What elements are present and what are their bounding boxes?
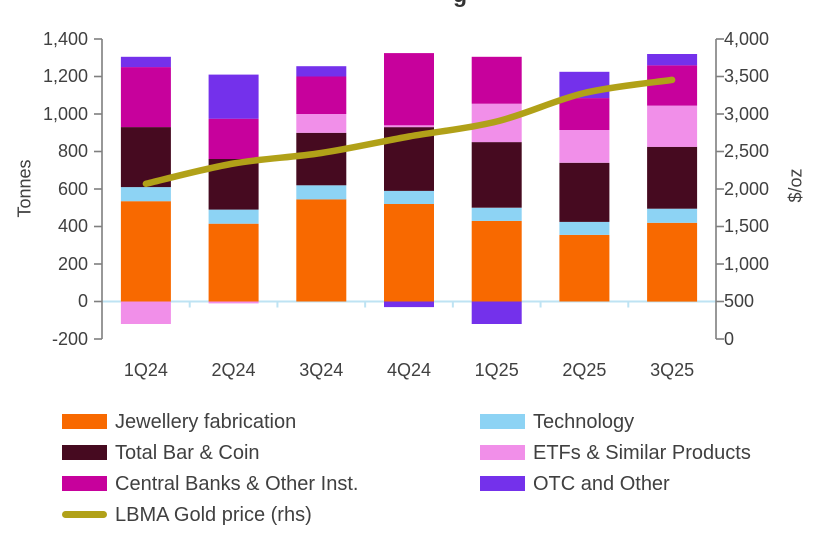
- legend-row: Central Banks & Other Inst. OTC and Other: [62, 468, 802, 499]
- bar-segment: [296, 199, 347, 302]
- bar-segment: [384, 125, 434, 128]
- left-axis-tick-label: 1,400: [42, 28, 88, 49]
- legend-row: Jewellery fabrication Technology: [62, 406, 802, 437]
- left-axis-tick-label: 600: [57, 178, 88, 199]
- bar-segment: [559, 98, 610, 130]
- legend-item: Central Banks & Other Inst.: [62, 472, 480, 496]
- bar-segment: [296, 76, 347, 114]
- bar-segment: [120, 187, 171, 202]
- legend-row: LBMA Gold price (rhs): [62, 499, 802, 530]
- legend-color-swatch: [62, 476, 107, 491]
- bar-segment: [384, 53, 434, 126]
- bar-segment: [208, 301, 259, 304]
- x-axis-category-label: 2Q25: [562, 360, 607, 380]
- legend-color-swatch: [480, 445, 525, 460]
- legend-color-swatch: [62, 414, 107, 429]
- legend-label: LBMA Gold price (rhs): [115, 503, 312, 526]
- left-axis-tick-label: -200: [51, 328, 88, 349]
- right-axis-tick-label: 1,500: [724, 216, 770, 236]
- x-axis-category-label: 3Q25: [650, 360, 695, 380]
- bar-segment: [120, 201, 171, 302]
- bar-segment: [208, 118, 259, 159]
- chart-title-fragment: g: [453, 0, 467, 8]
- left-axis-tick-label: 1,000: [42, 103, 88, 124]
- bar-segment: [647, 105, 698, 147]
- legend-color-swatch: [480, 414, 525, 429]
- right-axis-title: $/oz: [785, 168, 806, 203]
- x-axis-category-label: 1Q25: [474, 360, 519, 380]
- bar-segment: [296, 66, 347, 77]
- legend-item: Jewellery fabrication: [62, 410, 480, 434]
- right-axis-tick-label: 3,500: [724, 66, 770, 86]
- left-axis-tick-label: 400: [57, 216, 88, 236]
- bar-segment: [647, 65, 698, 106]
- right-axis-tick-label: 2,500: [724, 141, 770, 161]
- bar-segment: [647, 54, 698, 66]
- x-axis-category-label: 2Q24: [211, 360, 256, 380]
- legend-label: Central Banks & Other Inst.: [115, 472, 359, 495]
- bar-segment: [647, 146, 698, 209]
- bar-segment: [471, 207, 522, 221]
- legend-label: ETFs & Similar Products: [533, 441, 751, 464]
- left-axis-tick-label: 800: [57, 141, 88, 161]
- bar-segment: [471, 220, 522, 302]
- bar-segment: [559, 129, 610, 163]
- bar-segment: [296, 132, 347, 186]
- legend-color-swatch: [62, 445, 107, 460]
- legend-label: OTC and Other: [533, 472, 670, 495]
- bar-segment: [384, 190, 434, 204]
- legend-item: ETFs & Similar Products: [480, 441, 751, 465]
- legend-line-swatch: [62, 511, 107, 518]
- legend-label: Technology: [533, 410, 635, 433]
- gold-price-line: [142, 76, 676, 188]
- bar-segment: [208, 74, 259, 119]
- bar-segment: [559, 162, 610, 222]
- left-axis-tick-label: 200: [57, 253, 88, 274]
- bar-segment: [120, 67, 171, 128]
- bar-segment: [471, 301, 522, 324]
- right-axis-tick-label: 0: [724, 328, 735, 349]
- bar-segment: [559, 234, 610, 302]
- bar-segment: [208, 223, 259, 302]
- bar-segment: [296, 185, 347, 200]
- bar-segment: [647, 222, 698, 302]
- bar-segment: [559, 221, 610, 235]
- legend-item: OTC and Other: [480, 472, 670, 496]
- bar-segment: [471, 142, 522, 208]
- chart-legend: Jewellery fabrication Technology Total Bar…: [62, 406, 802, 530]
- left-axis-title: Tonnes: [14, 159, 35, 218]
- legend-color-swatch: [480, 476, 525, 491]
- bar-segment: [120, 56, 171, 68]
- right-axis-tick-label: 500: [724, 291, 755, 311]
- legend-label: Total Bar & Coin: [115, 441, 260, 464]
- bar-segment: [647, 208, 698, 223]
- bar-segment: [384, 301, 434, 308]
- right-axis-tick-label: 4,000: [724, 28, 770, 49]
- bar-segment: [471, 56, 522, 104]
- x-axis-category-label: 4Q24: [386, 360, 432, 380]
- x-axis-category-label: 1Q24: [123, 360, 168, 380]
- left-axis-tick-label: 0: [77, 291, 88, 311]
- left-axis-tick-label: 1,200: [42, 66, 88, 86]
- right-axis-tick-label: 2,000: [724, 178, 770, 199]
- legend-item: Total Bar & Coin: [62, 441, 480, 465]
- legend-item: Technology: [480, 410, 634, 434]
- right-axis-tick-label: 1,000: [724, 253, 770, 274]
- bar-segment: [120, 301, 171, 324]
- x-axis-category-label: 3Q24: [299, 360, 344, 380]
- legend-label: Jewellery fabrication: [115, 410, 297, 433]
- bar-segment: [296, 114, 347, 133]
- bar-segment: [208, 209, 259, 224]
- legend-row: Total Bar & Coin ETFs & Similar Products: [62, 437, 802, 468]
- right-axis-tick-label: 3,000: [724, 103, 770, 124]
- legend-item: LBMA Gold price (rhs): [62, 503, 480, 527]
- chart-canvas: [94, 38, 724, 340]
- bar-segment: [384, 204, 434, 302]
